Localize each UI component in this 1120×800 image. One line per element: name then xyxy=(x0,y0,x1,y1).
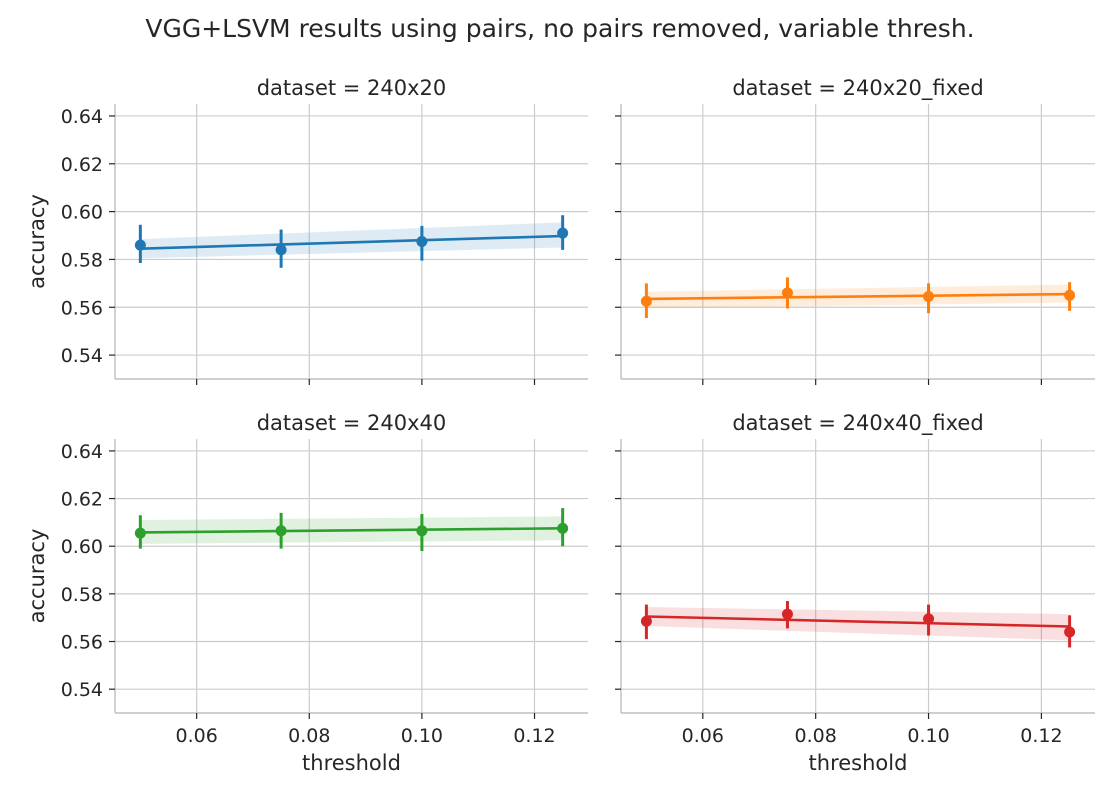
y-tick-label: 0.64 xyxy=(61,106,103,128)
y-tick-label: 0.62 xyxy=(61,154,103,176)
x-tick-label: 0.10 xyxy=(907,725,949,747)
confidence-band xyxy=(140,222,563,259)
facet-panel: dataset = 240x40 0.54 0.56 0.58 0.60 0.62 0.64… xyxy=(25,411,588,775)
data-point xyxy=(416,236,428,247)
y-tick-label: 0.64 xyxy=(61,441,103,463)
y-tick-label: 0.60 xyxy=(61,536,103,558)
y-tick-label: 0.56 xyxy=(61,632,103,654)
data-point xyxy=(1064,626,1076,638)
panel-title: dataset = 240x40_fixed xyxy=(732,411,983,436)
data-point xyxy=(134,239,146,251)
data-point xyxy=(1064,289,1076,301)
data-point xyxy=(640,615,652,627)
x-tick-label: 0.12 xyxy=(513,725,555,747)
data-point xyxy=(923,613,935,625)
y-tick-label: 0.54 xyxy=(61,679,103,701)
panel-title: dataset = 240x20_fixed xyxy=(732,76,983,101)
facet-panel: dataset = 240x20 0.54 0.56 0.58 0.60 0.62 0.64… xyxy=(25,76,588,385)
x-tick-label: 0.06 xyxy=(682,725,724,747)
regression-line xyxy=(646,615,1070,628)
data-point xyxy=(781,287,793,299)
panel-title: dataset = 240x20 xyxy=(257,76,447,100)
y-axis-label: accuracy xyxy=(25,529,49,624)
x-tick-label: 0.12 xyxy=(1020,725,1062,747)
y-tick-label: 0.62 xyxy=(61,489,103,511)
x-tick-label: 0.08 xyxy=(795,725,837,747)
data-point xyxy=(275,525,287,537)
x-tick-label: 0.10 xyxy=(401,725,443,747)
regression-line xyxy=(646,292,1070,301)
y-tick-label: 0.58 xyxy=(61,584,103,606)
y-axis-label: accuracy xyxy=(25,194,49,289)
regression-line xyxy=(140,234,563,250)
x-axis-label: threshold xyxy=(809,751,908,775)
facet-panels: dataset = 240x20 0.54 0.56 0.58 0.60 0.62 0.64… xyxy=(25,76,1095,775)
x-tick-label: 0.06 xyxy=(175,725,217,747)
data-point xyxy=(923,291,935,302)
facet-panel: dataset = 240x20_fixed xyxy=(615,76,1095,385)
panel-title: dataset = 240x40 xyxy=(257,411,447,435)
data-point xyxy=(134,527,146,539)
y-tick-label: 0.60 xyxy=(61,202,103,224)
data-point xyxy=(557,227,569,239)
y-tick-label: 0.54 xyxy=(61,345,103,367)
regression-line xyxy=(140,527,563,534)
y-tick-label: 0.56 xyxy=(61,297,103,319)
data-point xyxy=(275,244,287,256)
x-tick-label: 0.08 xyxy=(288,725,330,747)
data-point xyxy=(557,522,569,534)
data-point xyxy=(416,525,428,537)
data-point xyxy=(781,608,793,620)
confidence-band xyxy=(646,606,1070,641)
data-point xyxy=(640,295,652,307)
x-axis-label: threshold xyxy=(302,751,401,775)
y-tick-label: 0.58 xyxy=(61,249,103,271)
figure-title: VGG+LSVM results using pairs, no pairs r… xyxy=(145,14,974,43)
facet-panel: dataset = 240x40_fixed 0.06 0.08 0.10 0.12 th… xyxy=(615,411,1095,775)
